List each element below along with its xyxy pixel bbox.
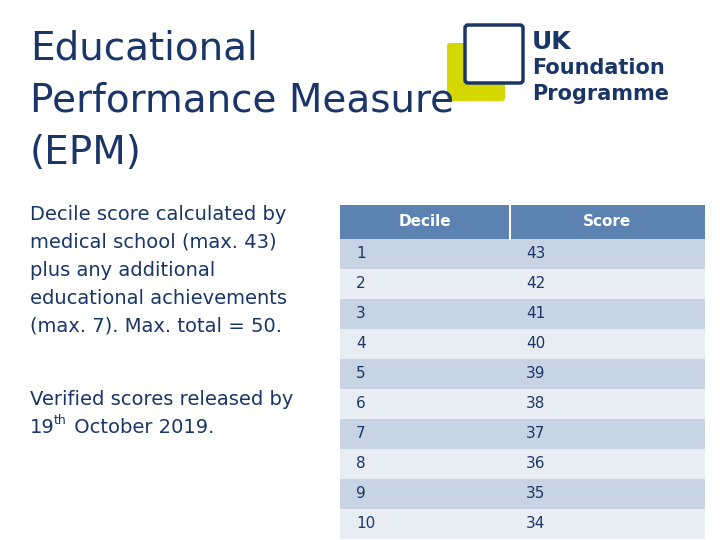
Text: 19: 19 [30, 418, 55, 437]
Text: Verified scores released by: Verified scores released by [30, 390, 293, 409]
Text: 7: 7 [356, 427, 366, 442]
FancyBboxPatch shape [340, 449, 705, 479]
Text: 41: 41 [526, 307, 545, 321]
Text: Performance Measure: Performance Measure [30, 82, 454, 120]
Text: Programme: Programme [532, 84, 669, 104]
FancyBboxPatch shape [340, 299, 705, 329]
Text: (EPM): (EPM) [30, 134, 142, 172]
FancyBboxPatch shape [340, 419, 705, 449]
Text: 5: 5 [356, 367, 366, 381]
FancyBboxPatch shape [340, 205, 705, 239]
FancyBboxPatch shape [340, 389, 705, 419]
Text: 40: 40 [526, 336, 545, 352]
Text: 1: 1 [356, 246, 366, 261]
Text: 2: 2 [356, 276, 366, 292]
FancyBboxPatch shape [340, 269, 705, 299]
Text: 10: 10 [356, 516, 375, 531]
Text: 38: 38 [526, 396, 545, 411]
Text: 8: 8 [356, 456, 366, 471]
Text: October 2019.: October 2019. [68, 418, 215, 437]
FancyBboxPatch shape [465, 25, 523, 83]
FancyBboxPatch shape [340, 479, 705, 509]
FancyBboxPatch shape [340, 329, 705, 359]
FancyBboxPatch shape [340, 509, 705, 539]
Text: 4: 4 [356, 336, 366, 352]
Text: Score: Score [583, 214, 631, 230]
Text: 37: 37 [526, 427, 545, 442]
Text: 43: 43 [526, 246, 545, 261]
Text: UK: UK [532, 30, 572, 54]
Text: 9: 9 [356, 487, 366, 502]
Text: 3: 3 [356, 307, 366, 321]
Text: Foundation: Foundation [532, 58, 665, 78]
Text: 34: 34 [526, 516, 545, 531]
Text: 35: 35 [526, 487, 545, 502]
FancyBboxPatch shape [340, 359, 705, 389]
FancyBboxPatch shape [447, 43, 505, 101]
Text: Decile: Decile [399, 214, 451, 230]
Text: 42: 42 [526, 276, 545, 292]
Text: 39: 39 [526, 367, 546, 381]
Text: Educational: Educational [30, 30, 258, 68]
Text: th: th [54, 414, 67, 427]
Text: Decile score calculated by
medical school (max. 43)
plus any additional
educatio: Decile score calculated by medical schoo… [30, 205, 287, 336]
FancyBboxPatch shape [340, 239, 705, 269]
Text: 6: 6 [356, 396, 366, 411]
Text: 36: 36 [526, 456, 546, 471]
